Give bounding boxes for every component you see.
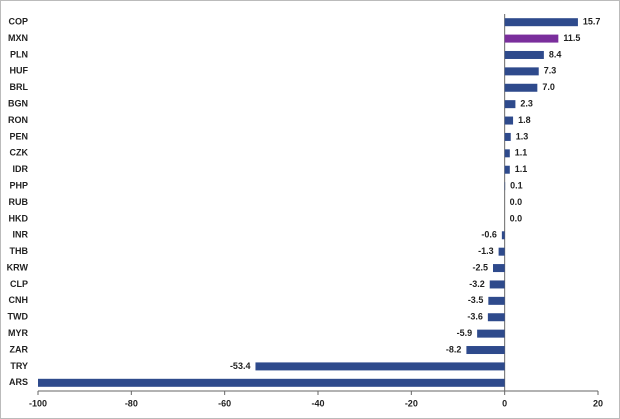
category-label: ZAR — [10, 344, 29, 354]
bar — [504, 83, 538, 92]
x-tick-label: -40 — [311, 398, 324, 408]
bar — [255, 362, 505, 371]
category-label: TRY — [10, 361, 28, 371]
bar — [488, 296, 505, 305]
value-label: -0.6 — [481, 230, 497, 240]
category-label: MYR — [8, 328, 29, 338]
bar — [38, 378, 505, 387]
value-label: -5.9 — [457, 328, 473, 338]
bar — [504, 18, 578, 27]
category-label: PHP — [9, 180, 28, 190]
bar — [504, 67, 539, 76]
value-label: 7.0 — [542, 82, 555, 92]
value-label: 2.3 — [520, 99, 533, 109]
value-label: -1.3 — [478, 246, 494, 256]
category-label: TWD — [8, 312, 29, 322]
category-label: IDR — [13, 164, 29, 174]
bar — [489, 280, 505, 289]
bar — [477, 329, 505, 338]
value-label: -3.5 — [468, 295, 484, 305]
value-label: 0.1 — [510, 180, 523, 190]
value-label: 15.7 — [583, 17, 601, 27]
bar — [504, 149, 510, 158]
value-label: 0.0 — [510, 213, 523, 223]
bar — [504, 116, 514, 125]
category-label: RUB — [9, 197, 29, 207]
bar — [493, 264, 505, 273]
category-label: CNH — [9, 295, 29, 305]
category-label: HKD — [9, 213, 29, 223]
bar — [504, 50, 544, 59]
x-tick-label: 0 — [502, 398, 507, 408]
category-label: KRW — [7, 262, 29, 272]
category-label: CZK — [10, 148, 29, 158]
bar — [466, 346, 505, 355]
value-label: -2.5 — [472, 262, 488, 272]
category-label: PEN — [9, 131, 28, 141]
x-tick-label: -60 — [218, 398, 231, 408]
category-label: INR — [13, 230, 29, 240]
x-tick-label: -20 — [405, 398, 418, 408]
category-label: CLP — [10, 279, 28, 289]
value-label: 1.8 — [518, 115, 531, 125]
category-label: BGN — [8, 99, 28, 109]
value-label: -3.6 — [467, 312, 483, 322]
category-label: HUF — [10, 66, 29, 76]
bar — [487, 313, 505, 322]
category-label: THB — [10, 246, 29, 256]
bar — [498, 247, 505, 256]
value-label: 1.3 — [516, 131, 529, 141]
bar — [504, 100, 516, 109]
value-label: -8.2 — [446, 344, 462, 354]
value-label: 1.1 — [515, 148, 528, 158]
bar — [504, 165, 510, 174]
value-label: -3.2 — [469, 279, 485, 289]
category-label: ARS — [9, 377, 28, 387]
bar — [504, 34, 559, 43]
value-label: 0.0 — [510, 197, 523, 207]
category-label: MXN — [8, 33, 28, 43]
category-label: PLN — [10, 49, 28, 59]
x-tick-label: -80 — [125, 398, 138, 408]
bar — [504, 132, 511, 141]
value-label: 1.1 — [515, 164, 528, 174]
value-label: 7.3 — [544, 66, 557, 76]
value-label: 11.5 — [563, 33, 580, 43]
value-label: 8.4 — [549, 49, 562, 59]
x-tick-label: -100 — [29, 398, 47, 408]
x-tick-label: 20 — [593, 398, 603, 408]
bar — [501, 231, 505, 240]
value-label: -53.4 — [230, 361, 251, 371]
category-label: COP — [8, 17, 28, 27]
category-label: RON — [8, 115, 28, 125]
category-label: BRL — [10, 82, 29, 92]
